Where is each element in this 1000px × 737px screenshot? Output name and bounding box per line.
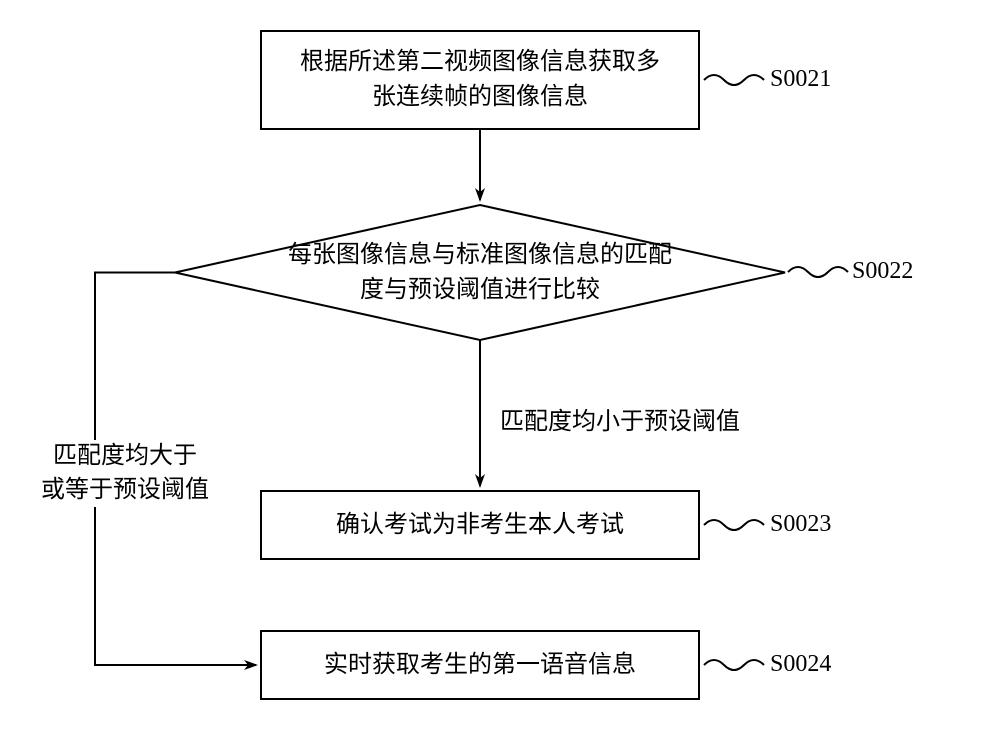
step-label-s0022: S0022: [852, 258, 913, 285]
step-label-s0023: S0023: [770, 511, 831, 538]
node-s0021-text: 根据所述第二视频图像信息获取多 张连续帧的图像信息: [300, 45, 660, 115]
tilde-s0024: [704, 660, 764, 670]
edge-label-lt-threshold: 匹配度均小于预设阈值: [500, 406, 780, 440]
step-label-s0024: S0024: [770, 651, 831, 678]
tilde-s0023: [704, 520, 764, 530]
tilde-s0022: [788, 267, 848, 277]
tilde-s0021: [704, 75, 764, 85]
edge-label-ge-threshold: 匹配度均大于 或等于预设阈值: [30, 440, 220, 507]
node-s0021: 根据所述第二视频图像信息获取多 张连续帧的图像信息: [260, 30, 700, 130]
node-s0024-text: 实时获取考生的第一语音信息: [324, 648, 636, 683]
node-s0023-text: 确认考试为非考生本人考试: [336, 508, 624, 543]
step-label-s0021: S0021: [770, 66, 831, 93]
node-s0023: 确认考试为非考生本人考试: [260, 490, 700, 560]
flowchart-canvas: 根据所述第二视频图像信息获取多 张连续帧的图像信息 S0021 每张图像信息与标…: [0, 0, 1000, 737]
node-s0022-text: 每张图像信息与标准图像信息的匹配 度与预设阈值进行比较: [288, 238, 672, 308]
node-s0022: 每张图像信息与标准图像信息的匹配 度与预设阈值进行比较: [175, 205, 785, 340]
node-s0024: 实时获取考生的第一语音信息: [260, 630, 700, 700]
